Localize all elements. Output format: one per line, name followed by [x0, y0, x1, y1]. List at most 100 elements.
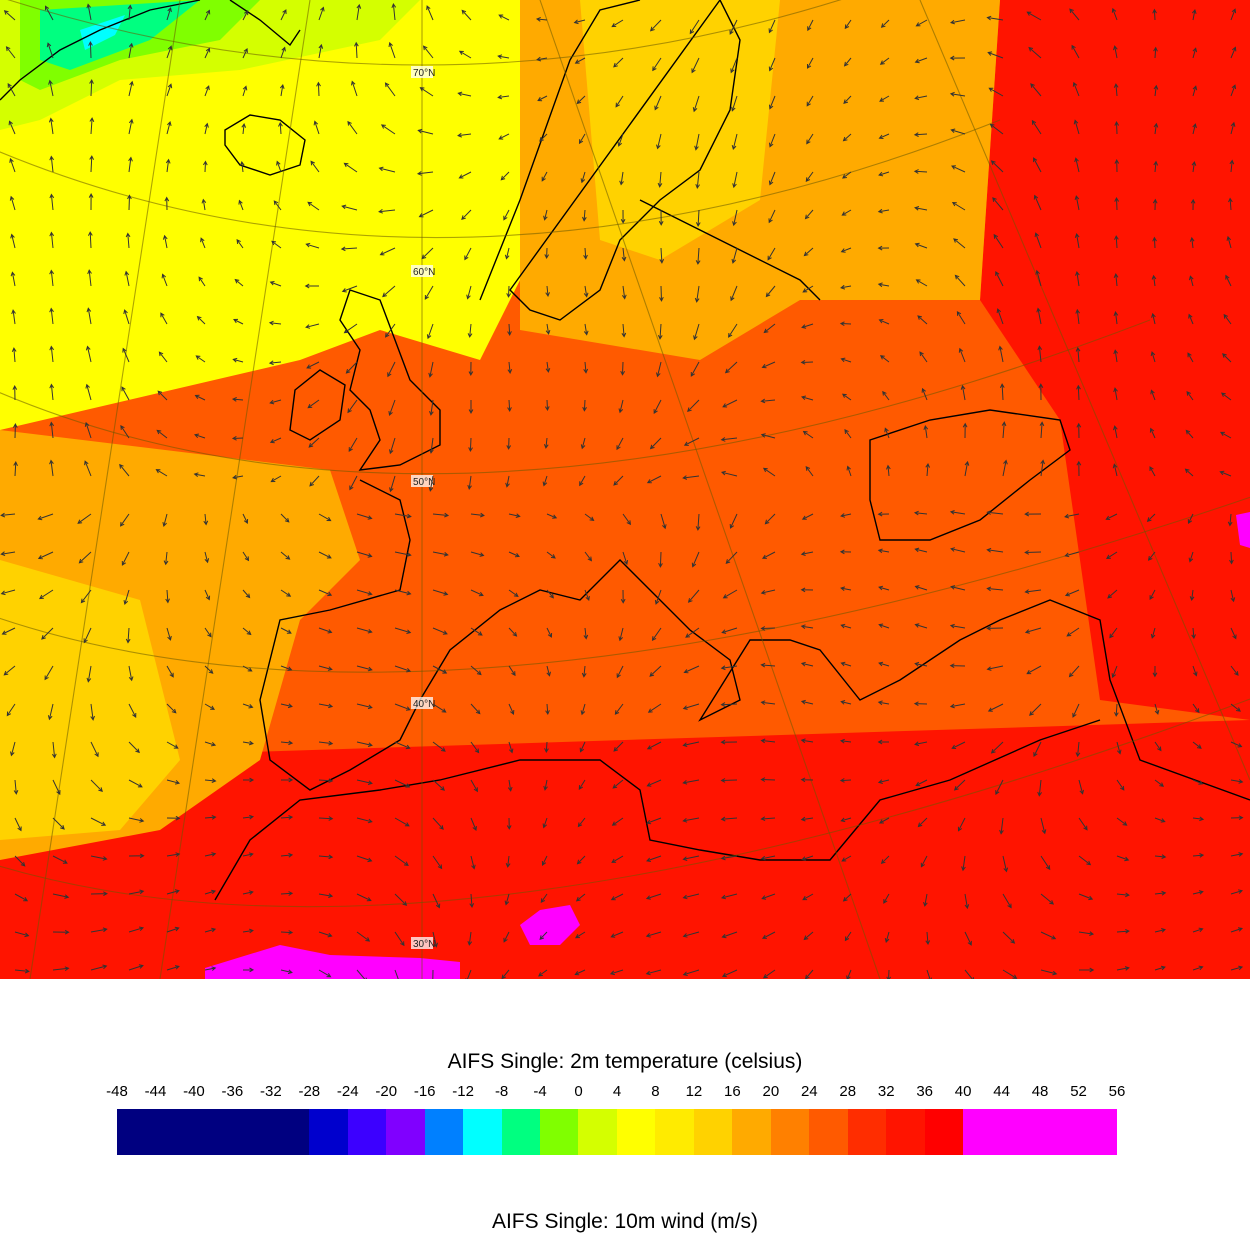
wind-arrow — [468, 400, 474, 415]
wind-arrow — [1230, 121, 1236, 135]
wind-arrow — [193, 472, 206, 477]
wind-arrow — [720, 893, 738, 900]
wind-arrow — [49, 269, 55, 287]
wind-arrow — [731, 133, 738, 150]
wind-arrow — [232, 357, 244, 363]
wind-arrow — [8, 120, 16, 135]
wind-arrow — [279, 83, 285, 97]
wind-arrow — [394, 779, 411, 788]
wind-arrow — [1113, 425, 1118, 439]
wind-arrow — [242, 551, 250, 562]
wind-arrow — [879, 95, 890, 102]
wind-arrow — [308, 437, 320, 448]
wind-arrow — [1113, 273, 1119, 287]
wind-arrow — [349, 475, 358, 491]
wind-arrow — [470, 589, 484, 597]
wind-arrow — [343, 323, 358, 334]
field-sahara-magenta-1 — [520, 905, 580, 945]
wind-arrow — [1031, 119, 1042, 135]
wind-arrow — [388, 41, 396, 59]
wind-arrow — [761, 893, 776, 900]
wind-arrow — [1040, 931, 1057, 940]
wind-arrow — [318, 778, 334, 784]
wind-arrow — [582, 209, 587, 222]
wind-arrow — [987, 51, 1004, 59]
wind-arrow — [841, 393, 852, 401]
wind-arrow — [278, 121, 283, 135]
wind-arrow — [507, 323, 512, 336]
wind-arrow — [1230, 779, 1244, 784]
wind-arrow — [989, 123, 1004, 135]
wind-arrow — [583, 627, 589, 640]
wind-arrow — [242, 85, 248, 97]
wind-arrow — [574, 57, 586, 64]
lat-label-50: 50°N — [413, 477, 435, 488]
wind-arrow — [426, 5, 434, 21]
wind-arrow — [995, 779, 1004, 796]
wind-arrow — [5, 46, 16, 59]
wind-arrow — [127, 4, 133, 21]
wind-arrow — [470, 665, 482, 676]
wind-arrow — [998, 345, 1004, 363]
wind-arrow — [273, 200, 282, 211]
wind-arrow — [545, 361, 551, 373]
wind-arrow — [806, 133, 814, 145]
wind-arrow — [801, 323, 814, 329]
wind-arrow — [986, 625, 1004, 631]
wind-arrow — [1227, 513, 1233, 527]
temperature-field — [0, 0, 1250, 979]
wind-arrow — [276, 160, 282, 173]
wind-arrow — [1191, 160, 1197, 173]
wind-arrow — [89, 155, 95, 173]
wind-arrow — [37, 513, 54, 521]
wind-arrow — [507, 399, 512, 412]
wind-arrow — [1226, 235, 1232, 249]
wind-arrow — [1154, 703, 1160, 715]
wind-arrow — [1230, 8, 1237, 21]
wind-arrow — [695, 209, 701, 227]
wind-arrow — [958, 347, 966, 363]
wind-arrow — [242, 928, 254, 934]
wind-arrow — [611, 855, 624, 863]
wind-arrow — [878, 817, 890, 824]
wind-arrow — [1114, 703, 1119, 717]
wind-arrow — [204, 889, 217, 895]
wind-arrow — [166, 627, 172, 641]
wind-arrow — [541, 855, 548, 866]
wind-arrow — [682, 817, 700, 823]
wind-arrow — [1113, 45, 1118, 59]
wind-arrow — [318, 969, 332, 978]
wind-arrow — [995, 270, 1004, 287]
wind-arrow — [356, 855, 373, 863]
wind-arrow — [269, 437, 282, 444]
wind-arrow — [204, 927, 217, 933]
wind-arrow — [318, 627, 333, 634]
wind-arrow — [52, 817, 65, 830]
wind-arrow — [48, 117, 54, 135]
wind-arrow — [993, 233, 1004, 249]
wind-arrow — [842, 893, 852, 902]
wind-arrow — [683, 437, 700, 446]
wind-arrow — [280, 513, 290, 523]
wind-arrow — [419, 87, 434, 97]
wind-arrow — [318, 816, 334, 821]
wind-arrow — [458, 50, 472, 59]
wind-arrow — [268, 360, 282, 366]
wind-arrow — [394, 931, 405, 947]
wind-arrow — [198, 276, 206, 287]
wind-arrow — [1064, 551, 1080, 558]
wind-arrow — [695, 247, 701, 265]
wind-arrow — [957, 817, 966, 832]
wind-arrow — [166, 852, 181, 857]
wind-arrow — [721, 969, 738, 978]
wind-arrow — [802, 893, 814, 901]
wind-arrow — [3, 10, 16, 21]
wind-arrow — [501, 969, 510, 979]
wind-arrow — [242, 10, 249, 21]
wind-arrow — [914, 547, 928, 553]
wind-arrow — [280, 627, 292, 634]
wind-arrow — [1150, 351, 1156, 363]
wind-arrow — [432, 512, 450, 518]
wind-arrow — [394, 513, 412, 519]
wind-arrow — [432, 551, 449, 557]
